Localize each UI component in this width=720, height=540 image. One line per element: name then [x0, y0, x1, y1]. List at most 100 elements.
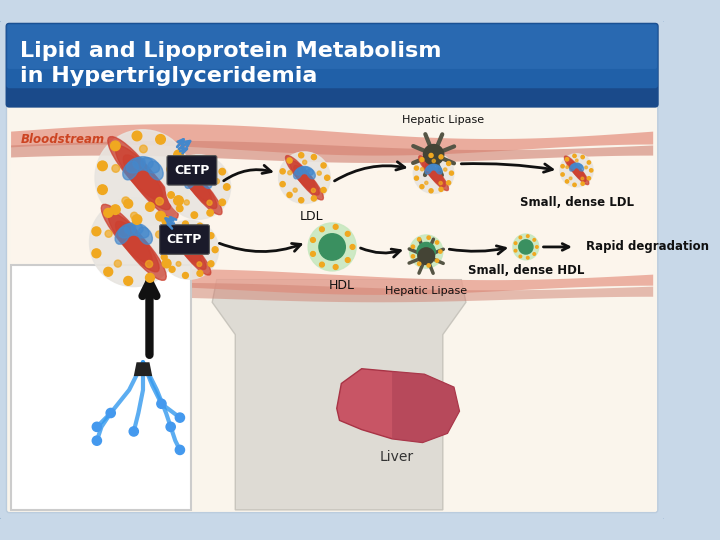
Circle shape — [565, 158, 569, 161]
Circle shape — [157, 399, 166, 408]
Circle shape — [191, 156, 197, 162]
Circle shape — [425, 181, 428, 185]
Ellipse shape — [115, 227, 130, 244]
Circle shape — [444, 168, 447, 171]
Circle shape — [449, 171, 454, 175]
Circle shape — [415, 176, 418, 180]
Circle shape — [98, 161, 107, 171]
Ellipse shape — [567, 159, 586, 181]
Ellipse shape — [188, 237, 199, 247]
Ellipse shape — [294, 165, 323, 200]
Circle shape — [413, 153, 454, 193]
Ellipse shape — [125, 223, 143, 235]
Polygon shape — [11, 154, 653, 279]
Text: Lipid and Lipoprotein Metabolism: Lipid and Lipoprotein Metabolism — [20, 42, 442, 62]
Circle shape — [432, 159, 436, 163]
Ellipse shape — [433, 165, 441, 171]
Circle shape — [112, 165, 120, 172]
Ellipse shape — [185, 172, 222, 215]
Circle shape — [350, 245, 355, 249]
Ellipse shape — [179, 237, 191, 247]
Circle shape — [333, 225, 338, 230]
Circle shape — [346, 258, 350, 262]
Circle shape — [311, 196, 317, 201]
Circle shape — [429, 153, 433, 158]
Circle shape — [418, 238, 420, 241]
Circle shape — [145, 202, 154, 211]
Circle shape — [191, 212, 197, 218]
Ellipse shape — [185, 176, 195, 188]
Circle shape — [156, 211, 166, 221]
FancyBboxPatch shape — [6, 103, 658, 512]
Circle shape — [311, 188, 315, 192]
Circle shape — [446, 161, 451, 165]
Circle shape — [207, 210, 213, 216]
Circle shape — [111, 141, 120, 151]
Circle shape — [418, 248, 435, 265]
Ellipse shape — [192, 240, 202, 251]
Polygon shape — [212, 279, 466, 510]
Circle shape — [176, 162, 183, 168]
Ellipse shape — [168, 224, 202, 264]
Circle shape — [575, 159, 578, 161]
Circle shape — [197, 271, 203, 276]
Circle shape — [514, 249, 517, 252]
Circle shape — [124, 199, 132, 208]
Circle shape — [130, 212, 138, 219]
Circle shape — [197, 223, 203, 229]
Circle shape — [288, 171, 292, 175]
Circle shape — [169, 266, 175, 272]
Circle shape — [438, 250, 442, 253]
Ellipse shape — [299, 166, 310, 174]
Circle shape — [420, 185, 424, 188]
Circle shape — [168, 192, 174, 198]
Polygon shape — [134, 362, 152, 376]
Circle shape — [174, 150, 184, 160]
Circle shape — [585, 166, 588, 168]
Circle shape — [212, 247, 218, 253]
Circle shape — [129, 427, 138, 436]
FancyBboxPatch shape — [6, 23, 659, 107]
Ellipse shape — [426, 164, 449, 191]
Ellipse shape — [115, 146, 171, 210]
Circle shape — [439, 181, 442, 185]
Ellipse shape — [571, 164, 577, 168]
Circle shape — [280, 181, 285, 187]
Circle shape — [560, 154, 593, 187]
Circle shape — [427, 264, 431, 267]
Circle shape — [588, 177, 590, 180]
Circle shape — [310, 252, 315, 256]
Circle shape — [182, 273, 189, 279]
Ellipse shape — [172, 230, 206, 269]
Ellipse shape — [294, 169, 302, 179]
Text: Hepatic Lipase: Hepatic Lipase — [385, 286, 467, 296]
FancyBboxPatch shape — [160, 225, 210, 254]
Ellipse shape — [197, 173, 210, 184]
Text: Small, dense LDL: Small, dense LDL — [520, 196, 634, 209]
Circle shape — [519, 255, 522, 258]
Circle shape — [161, 254, 167, 260]
Circle shape — [204, 242, 208, 247]
Circle shape — [106, 408, 115, 417]
Ellipse shape — [426, 246, 433, 254]
Ellipse shape — [420, 245, 430, 252]
Circle shape — [415, 166, 418, 170]
Circle shape — [513, 234, 539, 260]
Ellipse shape — [123, 161, 138, 180]
Circle shape — [287, 192, 292, 198]
Ellipse shape — [177, 235, 211, 275]
Circle shape — [114, 260, 122, 267]
Circle shape — [287, 158, 292, 163]
Circle shape — [318, 171, 321, 175]
Circle shape — [536, 246, 538, 248]
Circle shape — [176, 261, 181, 266]
Polygon shape — [11, 283, 653, 302]
Ellipse shape — [286, 156, 315, 190]
Ellipse shape — [148, 161, 163, 180]
Text: Small, dense HDL: Small, dense HDL — [468, 264, 584, 276]
Ellipse shape — [576, 164, 582, 168]
Circle shape — [526, 235, 529, 238]
Circle shape — [302, 160, 307, 164]
Polygon shape — [11, 124, 653, 156]
Circle shape — [311, 154, 317, 160]
